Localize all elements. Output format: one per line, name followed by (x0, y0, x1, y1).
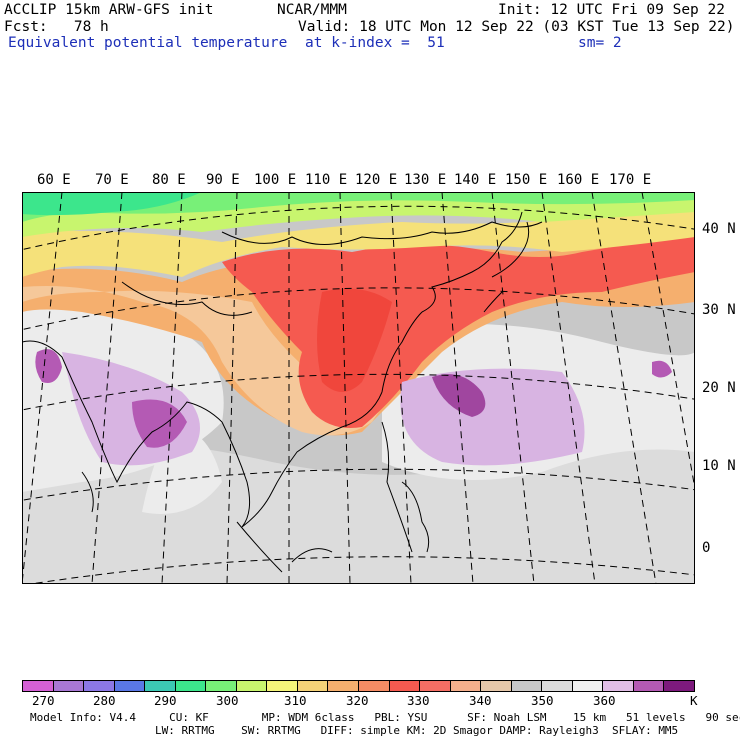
colorbar-swatch (296, 681, 328, 691)
lat-label-40n: 40 N (702, 221, 736, 237)
colorbar-tick-280: 280 (93, 693, 116, 708)
pacific-lavender (400, 368, 585, 466)
colorbar-swatch (419, 681, 450, 691)
colorbar-tick-290: 290 (154, 693, 177, 708)
colorbar-unit: K (690, 693, 698, 708)
colorbar-swatch (83, 681, 114, 691)
colorbar-swatch (327, 681, 359, 691)
lat-label-equator: 0 (702, 540, 711, 556)
colorbar-swatch (663, 681, 695, 691)
colorbar (22, 680, 695, 692)
colorbar-swatch (388, 681, 420, 691)
colorbar-swatch (571, 681, 603, 691)
lat-label-10n: 10 N (702, 458, 736, 474)
lon-label-70e: 70 E (95, 172, 129, 188)
lon-label-160e: 160 E (557, 172, 600, 188)
yellow-band (22, 202, 695, 277)
colorbar-swatch (602, 681, 633, 691)
lon-label-60e: 60 E (37, 172, 71, 188)
lon-label-150e: 150 E (505, 172, 548, 188)
colorbar-tick-340: 340 (469, 693, 492, 708)
colorbar-swatch (480, 681, 511, 691)
lat-label-20n: 20 N (702, 380, 736, 396)
organization-label: NCAR/MMM (277, 2, 347, 18)
teal-patch (22, 192, 202, 216)
theta-e-map (22, 192, 695, 584)
level-index: at k-index = 51 (305, 35, 445, 51)
lon-label-120e: 120 E (355, 172, 398, 188)
peach-belt (22, 286, 392, 436)
green-band (22, 192, 695, 222)
india-purple (132, 399, 187, 448)
colorbar-swatch (235, 681, 267, 691)
pacific-purple (432, 374, 486, 417)
lon-label-130e: 130 E (404, 172, 447, 188)
colorbar-swatch (144, 681, 175, 691)
lon-label-140e: 140 E (454, 172, 497, 188)
colorbar-swatch (205, 681, 236, 691)
valid-time: Valid: 18 UTC Mon 12 Sep 22 (03 KST Tue … (298, 19, 735, 35)
lon-label-100e: 100 E (254, 172, 297, 188)
forecast-hour: Fcst: 78 h (4, 19, 109, 35)
model-title: ACCLIP 15km ARW-GFS init (4, 2, 214, 18)
colorbar-swatch (113, 681, 145, 691)
smoothing-value: sm= 2 (578, 35, 622, 51)
red-deep (317, 288, 392, 392)
footer-physics-info: LW: RRTMG SW: RRTMG DIFF: simple KM: 2D … (155, 724, 679, 737)
colorbar-swatch (510, 681, 542, 691)
lon-label-170e: 170 E (609, 172, 652, 188)
graticule (22, 192, 695, 584)
colorbar-swatch (632, 681, 664, 691)
colorbar-tick-300: 300 (216, 693, 239, 708)
colorbar-tick-360: 360 (593, 693, 616, 708)
colorbar-swatch (266, 681, 297, 691)
lon-label-110e: 110 E (305, 172, 348, 188)
colorbar-tick-350: 350 (531, 693, 554, 708)
colorbar-tick-330: 330 (407, 693, 430, 708)
field-name: Equivalent potential temperature (8, 35, 288, 51)
lon-label-90e: 90 E (206, 172, 240, 188)
colorbar-tick-320: 320 (346, 693, 369, 708)
colorbar-swatch (23, 681, 53, 691)
colorbar-swatch (174, 681, 206, 691)
colorbar-tick-310: 310 (284, 693, 307, 708)
colorbar-swatch (449, 681, 481, 691)
colorbar-swatch (541, 681, 572, 691)
coastlines (22, 211, 543, 573)
colorbar-swatch (358, 681, 389, 691)
footer-model-info: Model Info: V4.4 CU: KF MP: WDM 6class P… (30, 711, 740, 724)
init-time: Init: 12 UTC Fri 09 Sep 22 (498, 2, 725, 18)
colorbar-tick-270: 270 (32, 693, 55, 708)
colorbar-swatch (52, 681, 84, 691)
lat-label-30n: 30 N (702, 302, 736, 318)
arabian-purple (35, 349, 62, 383)
lon-label-80e: 80 E (152, 172, 186, 188)
east-purple-spot (652, 360, 672, 378)
